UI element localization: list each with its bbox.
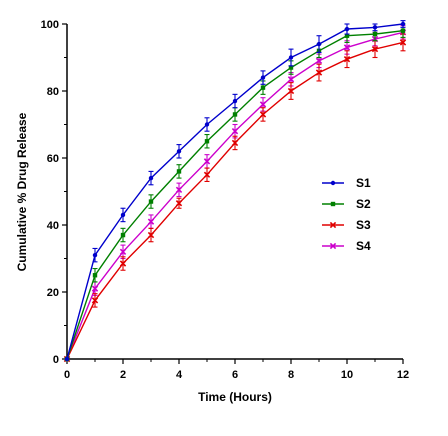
data-point	[287, 87, 295, 95]
x-tick-label: 4	[176, 369, 183, 381]
data-point	[120, 212, 126, 218]
legend-item-s2: S2	[322, 197, 371, 211]
x-tick-label: 6	[232, 369, 238, 381]
data-point	[203, 171, 211, 178]
data-point	[315, 69, 323, 76]
legend-marker	[330, 180, 336, 186]
data-point	[148, 175, 154, 181]
series-s2	[64, 23, 406, 362]
series-line	[66, 23, 404, 360]
data-point	[232, 112, 238, 117]
data-point	[259, 101, 267, 108]
data-point	[204, 139, 210, 144]
x-tick-label: 2	[120, 369, 126, 381]
data-point	[231, 128, 239, 135]
data-point	[400, 21, 406, 27]
y-tick-label: 20	[47, 287, 59, 299]
series-s4	[63, 25, 407, 363]
x-tick-label: 8	[288, 369, 294, 381]
legend-marker	[330, 201, 336, 207]
data-point	[120, 232, 126, 238]
data-point	[176, 149, 182, 154]
data-point	[344, 33, 350, 38]
legend-item-s4: S4	[322, 239, 371, 253]
x-axis-title: Time (Hours)	[198, 390, 272, 404]
data-point	[175, 186, 183, 193]
y-tick-label: 80	[47, 86, 59, 98]
series-line	[66, 30, 404, 360]
data-point	[344, 26, 350, 32]
legend-label: S1	[356, 176, 371, 190]
data-point	[288, 55, 294, 60]
series-layer	[63, 20, 407, 363]
data-point	[176, 169, 182, 174]
data-point	[343, 56, 351, 63]
data-point	[372, 31, 378, 37]
data-point	[91, 285, 99, 292]
y-axis-title: Cumulative % Drug Release	[15, 112, 29, 271]
data-point	[175, 200, 183, 207]
series-s3	[63, 33, 407, 363]
data-point	[204, 122, 210, 127]
data-point	[287, 76, 295, 83]
data-point	[232, 98, 238, 104]
axes: 0 20 40 60 80 100 0 2 4 6 8 10 12	[41, 19, 409, 381]
data-point	[92, 252, 98, 258]
legend-marker	[329, 242, 337, 250]
data-point	[203, 158, 211, 165]
legend-item-s1: S1	[322, 176, 371, 190]
data-point	[147, 231, 155, 239]
y-tick-label: 0	[53, 354, 59, 366]
data-point	[92, 273, 98, 278]
data-point	[260, 75, 266, 80]
data-point	[315, 57, 323, 65]
data-point	[147, 218, 155, 225]
data-point	[371, 45, 379, 53]
data-point	[119, 260, 127, 267]
legend-marker	[329, 221, 337, 229]
data-point	[316, 41, 322, 47]
legend-label: S3	[356, 218, 371, 232]
y-tick-label: 40	[47, 220, 59, 232]
series-s1	[64, 20, 406, 362]
data-point	[148, 199, 154, 204]
data-point	[260, 85, 266, 90]
data-point	[91, 297, 99, 304]
data-point	[259, 111, 267, 118]
y-tick-label: 100	[41, 19, 59, 31]
data-point	[119, 248, 127, 255]
data-point	[399, 39, 407, 46]
data-point	[288, 65, 294, 70]
x-tick-label: 12	[397, 369, 409, 381]
data-point	[343, 44, 351, 51]
data-point	[64, 356, 70, 362]
data-point	[372, 25, 378, 30]
series-line	[66, 41, 404, 360]
legend-label: S4	[356, 239, 371, 253]
legend-label: S2	[356, 197, 371, 211]
data-point	[400, 28, 406, 33]
data-point	[231, 139, 239, 147]
legend: S1 S2 S3 S4	[322, 176, 371, 253]
x-tick-label: 0	[64, 369, 70, 381]
legend-item-s3: S3	[322, 218, 371, 232]
y-tick-label: 60	[47, 153, 59, 165]
x-tick-label: 10	[341, 369, 353, 381]
series-line	[66, 31, 404, 360]
